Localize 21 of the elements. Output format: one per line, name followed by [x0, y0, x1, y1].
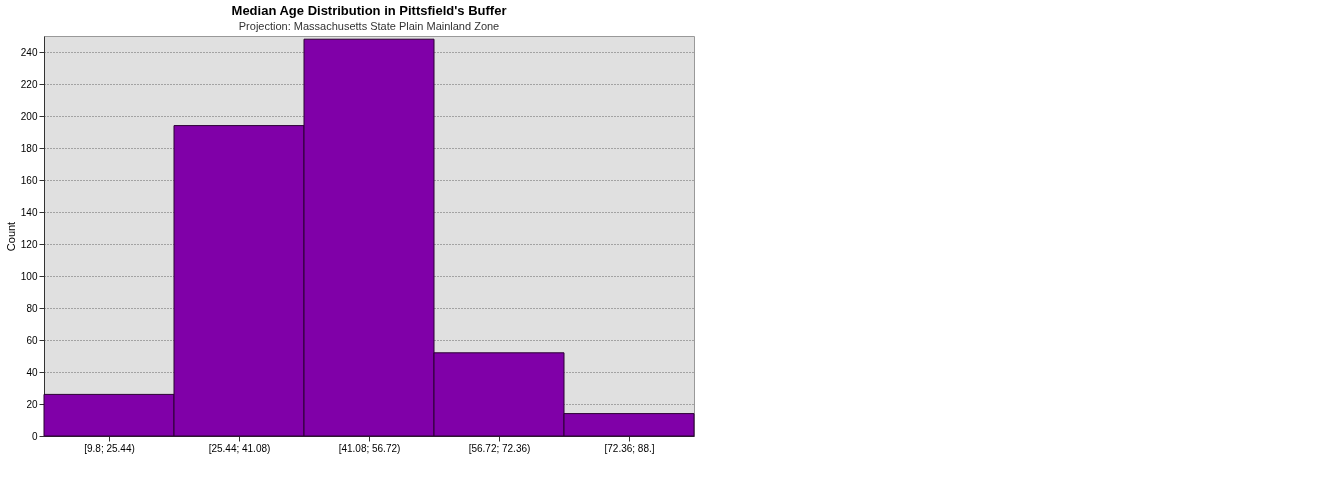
y-tick-label: 180: [20, 142, 38, 154]
y-tick-label: 140: [20, 206, 38, 218]
text: Projection: Massachusetts State Plain Mainland Zone: [238, 20, 500, 32]
y-tick-label: 160: [20, 174, 38, 186]
x-tick-label: [72.36; 88.]: [604, 442, 655, 454]
x-tick-label: [25.44; 41.08): [208, 442, 271, 454]
x-tick-label: [56.72; 72.36): [468, 442, 531, 454]
y-tick-label: 40: [26, 366, 38, 378]
y-tick-label: 60: [26, 334, 38, 346]
y-tick-label: 20: [26, 398, 38, 410]
y-tick-label: 200: [20, 110, 38, 122]
chart-title: Median Age Distribution in Pittsfield's Buffer: [231, 3, 507, 18]
y-axis-title: Count: [4, 221, 17, 252]
y-tick-label: 220: [20, 78, 38, 90]
y-tick-label: 80: [26, 302, 38, 314]
x-tick-label: [41.08; 56.72): [338, 442, 401, 454]
y-tick-label: 0: [31, 430, 38, 442]
y-tick-label: 240: [20, 46, 38, 58]
y-tick-label: 100: [20, 270, 38, 282]
x-tick-label: [9.8; 25.44): [84, 442, 135, 454]
y-tick-label: 120: [20, 238, 38, 250]
